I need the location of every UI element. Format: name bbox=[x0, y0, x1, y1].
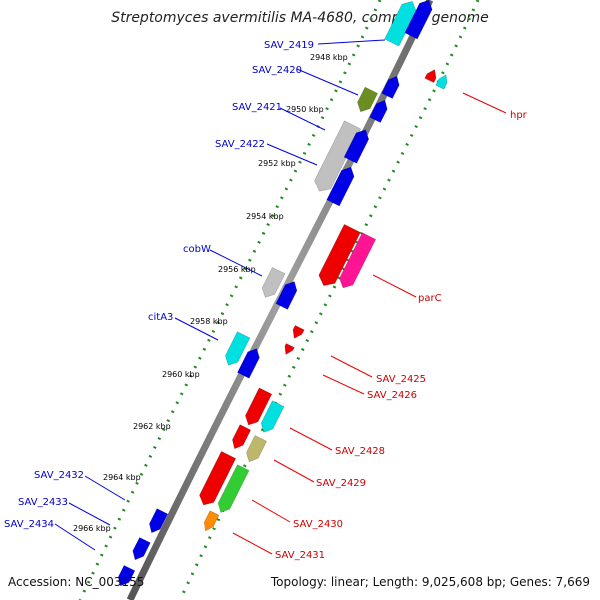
right-gene-labels: hpr parC SAV_2425 SAV_2426 SAV_2428 SAV_… bbox=[275, 110, 528, 561]
tick-label: 2950 kbp bbox=[286, 105, 324, 114]
connector-line bbox=[279, 107, 326, 131]
gene-arrow bbox=[217, 464, 250, 513]
gene-arrow bbox=[314, 120, 362, 192]
tick-label: 2962 kbp bbox=[133, 422, 171, 431]
gene-label-sav2422[interactable]: SAV_2422 bbox=[215, 139, 265, 150]
tick-label: 2966 kbp bbox=[73, 524, 111, 533]
gene-arrow bbox=[357, 86, 379, 113]
tick-label: 2954 kbp bbox=[246, 212, 284, 221]
gene-label-sav2429[interactable]: SAV_2429 bbox=[316, 478, 366, 489]
gene-arrow bbox=[369, 99, 388, 123]
connector-line bbox=[273, 459, 315, 483]
connector-line bbox=[322, 374, 365, 395]
label-connectors bbox=[54, 39, 507, 555]
gene-arrow bbox=[326, 166, 355, 207]
gene-label-hpr[interactable]: hpr bbox=[510, 110, 528, 121]
gene-label-sav2426[interactable]: SAV_2426 bbox=[367, 390, 417, 401]
gene-arrow bbox=[117, 564, 136, 587]
gene-label-sav2434[interactable]: SAV_2434 bbox=[4, 519, 54, 530]
gene-arrow bbox=[245, 387, 273, 426]
connector-line bbox=[84, 475, 126, 501]
gene-arrow bbox=[284, 343, 295, 356]
genome-backbone bbox=[126, 0, 434, 600]
connector-line bbox=[68, 502, 111, 526]
gene-label-parc[interactable]: parC bbox=[418, 293, 442, 304]
tick-label: 2964 kbp bbox=[103, 473, 141, 482]
connector-line bbox=[330, 355, 373, 378]
gene-arrow bbox=[292, 324, 305, 339]
gene-label-sav2433[interactable]: SAV_2433 bbox=[18, 497, 68, 508]
gene-arrow bbox=[203, 510, 220, 532]
connector-line bbox=[209, 249, 263, 277]
gene-label-cobw[interactable]: cobW bbox=[183, 244, 211, 255]
connector-line bbox=[232, 532, 273, 555]
connector-line bbox=[462, 92, 507, 114]
gene-label-sav2430[interactable]: SAV_2430 bbox=[293, 519, 343, 530]
gene-arrow bbox=[343, 129, 370, 164]
gene-arrow bbox=[149, 508, 169, 534]
gene-arrow bbox=[381, 75, 400, 99]
gene-arrow bbox=[132, 537, 151, 561]
gene-arrow bbox=[435, 74, 448, 90]
gene-arrow bbox=[275, 281, 298, 310]
gene-arrow bbox=[232, 424, 252, 450]
gene-arrow bbox=[404, 0, 433, 40]
gene-arrow bbox=[246, 435, 268, 462]
connector-line bbox=[174, 317, 219, 341]
map-title: Streptomyces avermitilis MA-4680, comple… bbox=[111, 10, 489, 26]
gene-label-sav2419[interactable]: SAV_2419 bbox=[264, 40, 314, 51]
tick-label: 2958 kbp bbox=[190, 317, 228, 326]
tick-label: 2948 kbp bbox=[310, 53, 348, 62]
gene-features bbox=[117, 0, 448, 587]
gene-arrow bbox=[384, 1, 417, 47]
gene-label-sav2425[interactable]: SAV_2425 bbox=[376, 374, 426, 385]
gene-arrow bbox=[318, 223, 361, 286]
accession-text: Accession: NC_003155 bbox=[8, 575, 144, 589]
gene-label-cita3[interactable]: citA3 bbox=[148, 312, 173, 323]
connector-line bbox=[289, 427, 333, 451]
gene-arrow bbox=[261, 267, 286, 298]
gene-label-sav2428[interactable]: SAV_2428 bbox=[335, 446, 385, 457]
connector-line bbox=[372, 274, 417, 298]
gene-arrow bbox=[424, 69, 437, 84]
connector-line bbox=[296, 68, 359, 96]
left-gene-labels: SAV_2419 SAV_2420 SAV_2421 SAV_2422 cobW… bbox=[4, 40, 314, 530]
connector-line bbox=[251, 499, 291, 523]
gene-arrow bbox=[237, 348, 260, 379]
gene-label-sav2421[interactable]: SAV_2421 bbox=[232, 102, 282, 113]
gene-label-sav2431[interactable]: SAV_2431 bbox=[275, 550, 325, 561]
tick-label: 2956 kbp bbox=[218, 265, 256, 274]
gene-arrow bbox=[339, 232, 377, 289]
connector-line bbox=[266, 143, 318, 166]
gene-label-sav2432[interactable]: SAV_2432 bbox=[34, 470, 84, 481]
tick-labels: 2948 kbp 2950 kbp 2952 kbp 2954 kbp 2956… bbox=[73, 53, 348, 533]
tick-label: 2960 kbp bbox=[162, 370, 200, 379]
connector-line bbox=[317, 39, 386, 45]
gene-arrow bbox=[260, 400, 285, 433]
tick-label: 2952 kbp bbox=[258, 159, 296, 168]
gene-arrow bbox=[199, 450, 237, 506]
gene-arrow bbox=[224, 331, 251, 366]
genome-summary-text: Topology: linear; Length: 9,025,608 bp; … bbox=[270, 575, 590, 589]
gene-label-sav2420[interactable]: SAV_2420 bbox=[252, 65, 302, 76]
connector-line bbox=[54, 523, 96, 551]
dotted-rail bbox=[78, 0, 382, 600]
